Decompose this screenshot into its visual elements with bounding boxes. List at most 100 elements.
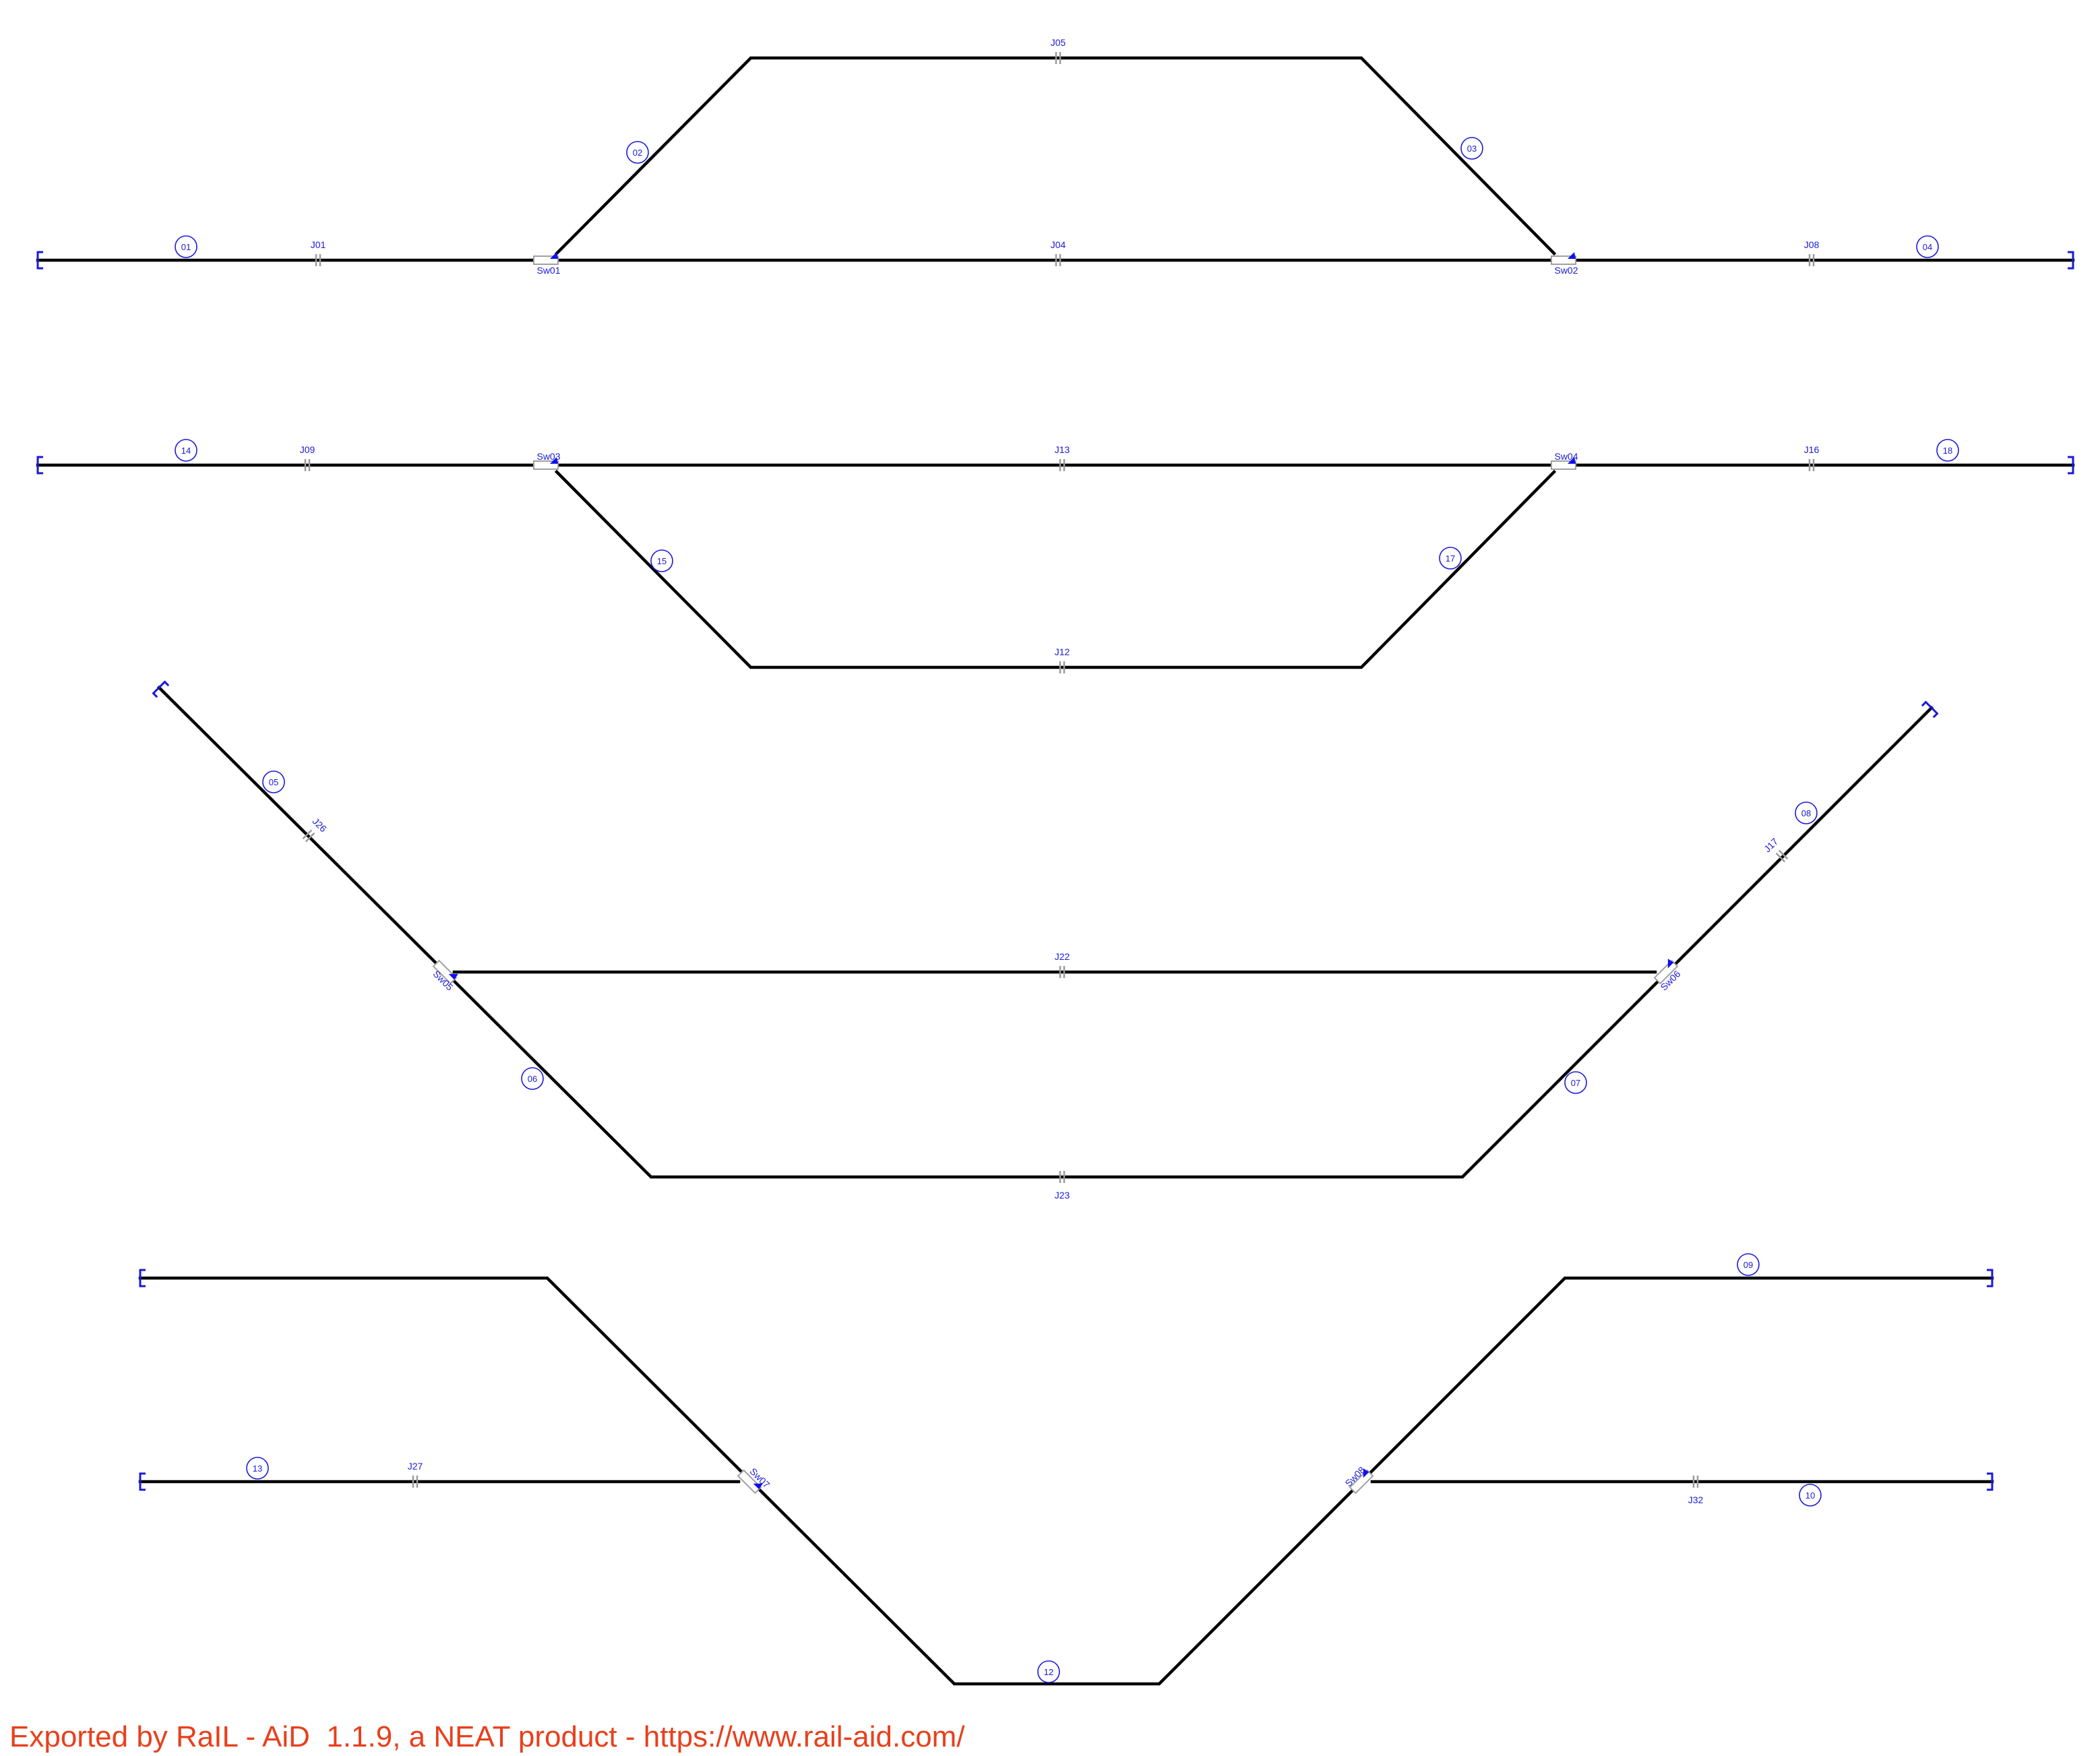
buffer-stop-5 <box>152 680 170 698</box>
switch-sw02[interactable]: Sw02 <box>1551 252 1578 276</box>
track-id-label: 13 <box>253 1463 262 1474</box>
joint-label: J12 <box>1055 646 1070 657</box>
track-id-02: 02 <box>626 141 649 164</box>
switch-sw05[interactable]: Sw05 <box>431 959 459 993</box>
buffer-stop-9 <box>139 1472 146 1491</box>
joint-j01: J01 <box>311 239 326 266</box>
track-id-label: 18 <box>1943 446 1952 456</box>
track-id-08: 08 <box>1795 801 1818 824</box>
switch-label: Sw01 <box>536 265 560 276</box>
switch-label: Sw04 <box>1554 451 1578 462</box>
joint-label: J23 <box>1055 1190 1070 1201</box>
switch-sw03[interactable]: Sw03 <box>533 451 561 470</box>
track-id-label: 09 <box>1743 1260 1753 1270</box>
track-id-circle <box>1737 1253 1760 1276</box>
buffer-stop-7 <box>139 1269 146 1288</box>
track-id-circle <box>1564 1071 1587 1094</box>
switch-direction-icon <box>1568 457 1576 464</box>
switch-label: Sw05 <box>431 968 455 992</box>
track-line-2 <box>554 56 1557 256</box>
export-footer: Exported by RaIL - AiD 1.1.9, a NEAT pro… <box>9 1720 965 1753</box>
track-id-15: 15 <box>650 549 673 572</box>
switch-sw08[interactable]: Sw08 <box>1342 1464 1374 1494</box>
track-id-14: 14 <box>175 439 197 462</box>
joint-j22: J22 <box>1055 951 1070 978</box>
joint-label: J04 <box>1051 239 1066 250</box>
track-id-label: 06 <box>528 1074 537 1084</box>
buffer-stops <box>36 251 2074 1491</box>
track-id-circle <box>1037 1660 1060 1683</box>
buffer-stop-2 <box>2068 251 2074 270</box>
joint-j16: J16 <box>1804 444 1820 471</box>
switch-label: Sw02 <box>1554 265 1578 276</box>
track-id-label: 12 <box>1044 1667 1053 1677</box>
track-id-label: 03 <box>1467 144 1477 154</box>
buffer-stop-10 <box>1987 1472 1994 1491</box>
track-id-label: 15 <box>657 556 667 566</box>
joint-j12: J12 <box>1055 646 1070 673</box>
track-id-label: 02 <box>633 148 642 158</box>
switch-sw04[interactable]: Sw04 <box>1551 451 1578 470</box>
buffer-stop-1 <box>36 251 43 270</box>
buffer-stop-4 <box>2068 456 2074 475</box>
track-id-label: 05 <box>269 777 278 787</box>
joint-label: J08 <box>1804 239 1820 250</box>
track-id-03: 03 <box>1460 137 1483 160</box>
switch-body <box>1653 959 1679 985</box>
track-id-18: 18 <box>1936 439 1959 462</box>
switch-direction-icon <box>1568 252 1576 259</box>
buffer-stop-6 <box>1921 700 1939 719</box>
labels: 01 02 03 04 05 06 07 08 09 10 12 13 14 15 17 18 <box>175 137 1959 1683</box>
track-id-circle <box>246 1457 269 1480</box>
track-id-circle <box>1460 137 1483 160</box>
switch-sw01[interactable]: Sw01 <box>533 252 561 276</box>
track-id-label: 17 <box>1446 553 1455 564</box>
switch-sw07[interactable]: Sw07 <box>737 1465 772 1494</box>
track-id-circle <box>626 141 649 164</box>
joint-j05: J05 <box>1051 37 1066 64</box>
track-id-circle <box>1936 439 1959 462</box>
joint-label: J16 <box>1804 444 1820 455</box>
joint-j13: J13 <box>1055 444 1070 471</box>
joint-j08: J08 <box>1804 239 1820 266</box>
switch-direction-icon <box>448 973 458 980</box>
track-id-12: 12 <box>1037 1660 1060 1683</box>
switch-label: Sw03 <box>536 451 560 462</box>
track-id-circle <box>262 770 285 793</box>
track-id-circle <box>175 439 197 462</box>
track-id-circle <box>521 1067 544 1090</box>
track-id-circle <box>650 549 673 572</box>
joint-label: J26 <box>311 816 329 834</box>
joint-bar <box>302 829 313 840</box>
joint-label: J05 <box>1051 37 1066 48</box>
track-id-09: 09 <box>1737 1253 1760 1276</box>
switch-direction-icon <box>550 252 558 259</box>
track-id-04: 04 <box>1916 235 1939 258</box>
track-id-06: 06 <box>521 1067 544 1090</box>
joint-j32: J32 <box>1688 1476 1703 1505</box>
insulated-joints: J01 J04 J05 J08 J09 J12 J13 J16 J17 J22 J23 J26 J27 J… <box>300 37 1820 1505</box>
track-lines <box>36 56 2075 1686</box>
track-id-label: 08 <box>1801 808 1811 818</box>
joint-j04: J04 <box>1051 239 1066 266</box>
track-id-label: 14 <box>181 446 191 456</box>
track-id-17: 17 <box>1439 547 1462 570</box>
joint-bar <box>1775 852 1786 863</box>
track-id-circle <box>175 235 197 258</box>
switch-direction-icon <box>550 457 558 464</box>
track-id-13: 13 <box>246 1457 269 1480</box>
track-id-circle <box>1916 235 1939 258</box>
track-line-4 <box>554 469 1557 669</box>
switch-body <box>432 959 458 985</box>
track-id-circle <box>1795 801 1818 824</box>
joint-label: J17 <box>1762 836 1780 854</box>
track-id-label: 10 <box>1805 1490 1815 1501</box>
track-id-label: 04 <box>1923 242 1932 252</box>
track-id-10: 10 <box>1799 1484 1822 1507</box>
track-id-label: 01 <box>181 242 191 252</box>
track-id-circle <box>1799 1484 1822 1507</box>
joint-j27: J27 <box>408 1461 423 1488</box>
switch-direction-icon <box>1667 959 1674 969</box>
